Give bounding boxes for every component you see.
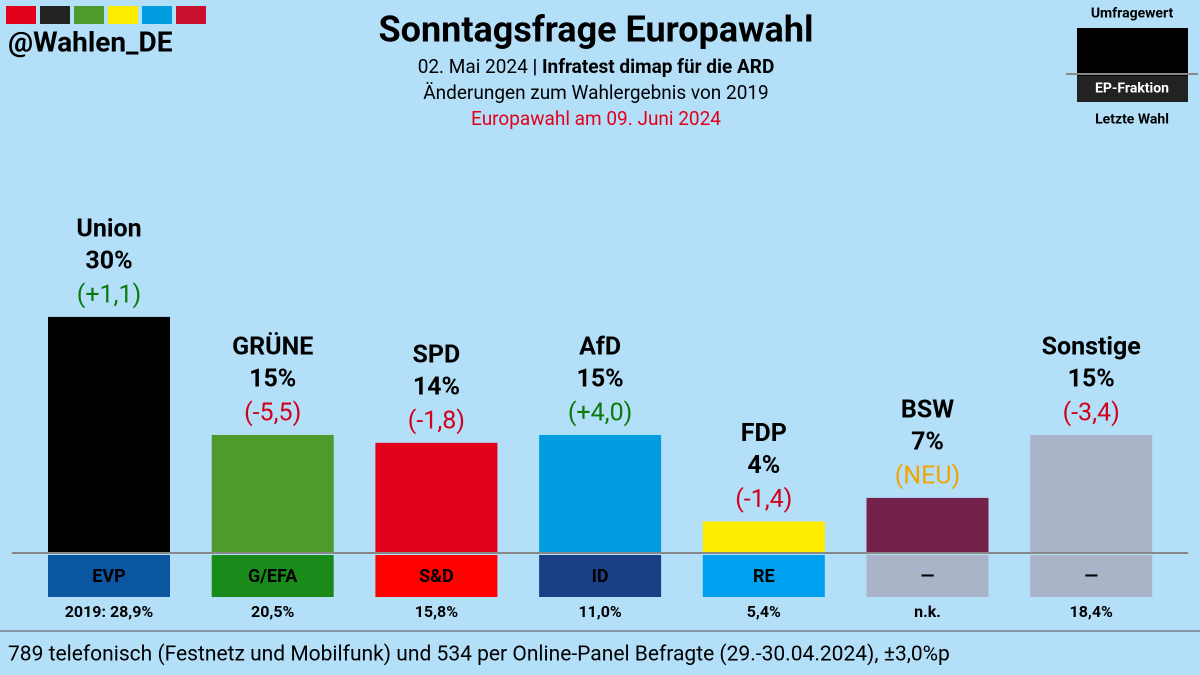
fraction-label: — [921,566,935,587]
previous-label: 5,4% [747,602,781,621]
previous-label: 15,8% [415,602,458,621]
stripe [74,6,104,24]
previous-label: 2019: 28,9% [65,602,154,621]
change-label: (+4,0) [568,399,632,428]
value-label: 7% [911,428,944,457]
change-label: (-3,4) [1063,399,1120,428]
change-label: (+1,1) [77,281,141,310]
fraction-label: S&D [419,566,454,587]
brand-stripes [6,6,206,24]
fraction-box [702,555,825,597]
category-label: SPD [413,340,461,369]
category-label: FDP [741,419,787,448]
bar [866,497,989,553]
change-label: (-5,5) [244,399,301,428]
fraction-label: EVP [92,566,126,587]
previous-label: 11,0% [578,602,621,621]
value-label: 15% [1068,365,1115,394]
previous-label: 18,4% [1070,602,1113,621]
election-note: Europawahl am 09. Juni 2024 [471,107,721,130]
fraction-label: ID [592,566,609,587]
chart-title: Sonntagsfrage Europawahl [378,9,813,51]
value-label: 4% [747,451,780,480]
change-label: (-1,8) [408,406,465,435]
date-source: 02. Mai 2024 | Infratest dimap für die A… [418,55,775,78]
bar [702,521,825,553]
fraction-box [1030,555,1153,597]
legend-current: Umfragewert [1091,6,1174,22]
category-label: Union [76,215,141,244]
handle: @Wahlen_DE [8,25,173,58]
source: | Infratest dimap für die ARD [532,55,774,78]
stripe [108,6,138,24]
value-label: 15% [249,365,296,394]
bar [1030,434,1153,553]
legend: Umfragewert EP-Fraktion Letzte Wahl [1066,6,1198,128]
fraction-box [539,555,662,597]
bar [48,316,170,553]
legend-fraction: EP-Fraktion [1095,81,1169,97]
bar [375,442,498,553]
stripe [40,6,70,24]
previous-label: 20,5% [251,602,294,621]
bar [211,434,334,553]
stripe [6,6,36,24]
fraction-label: — [1084,566,1098,587]
legend-fraction-box [1077,76,1188,102]
bar [539,434,662,553]
date: 02. Mai 2024 [418,55,528,78]
stripe [176,6,206,24]
value-label: 30% [85,247,132,276]
fraction-label: G/EFA [248,566,298,587]
category-label: BSW [901,396,954,425]
fraction-box [211,555,334,597]
fraction-label: RE [753,566,775,587]
value-label: 14% [413,372,460,401]
previous-label: n.k. [914,602,941,621]
category-label: Sonstige [1042,333,1141,362]
subtitle: Änderungen zum Wahlergebnis von 2019 [423,81,768,104]
category-label: GRÜNE [232,331,313,362]
fraction-box [866,555,989,597]
fraction-box [48,555,170,597]
category-label: AfD [579,333,621,362]
change-label: (NEU) [895,462,961,491]
value-label: 15% [577,365,624,394]
fraction-box [375,555,498,597]
footer: 789 telefonisch (Festnetz und Mobilfunk)… [8,643,950,667]
stripe [142,6,172,24]
legend-previous: Letzte Wahl [1095,112,1169,128]
change-label: (-1,4) [735,485,792,514]
